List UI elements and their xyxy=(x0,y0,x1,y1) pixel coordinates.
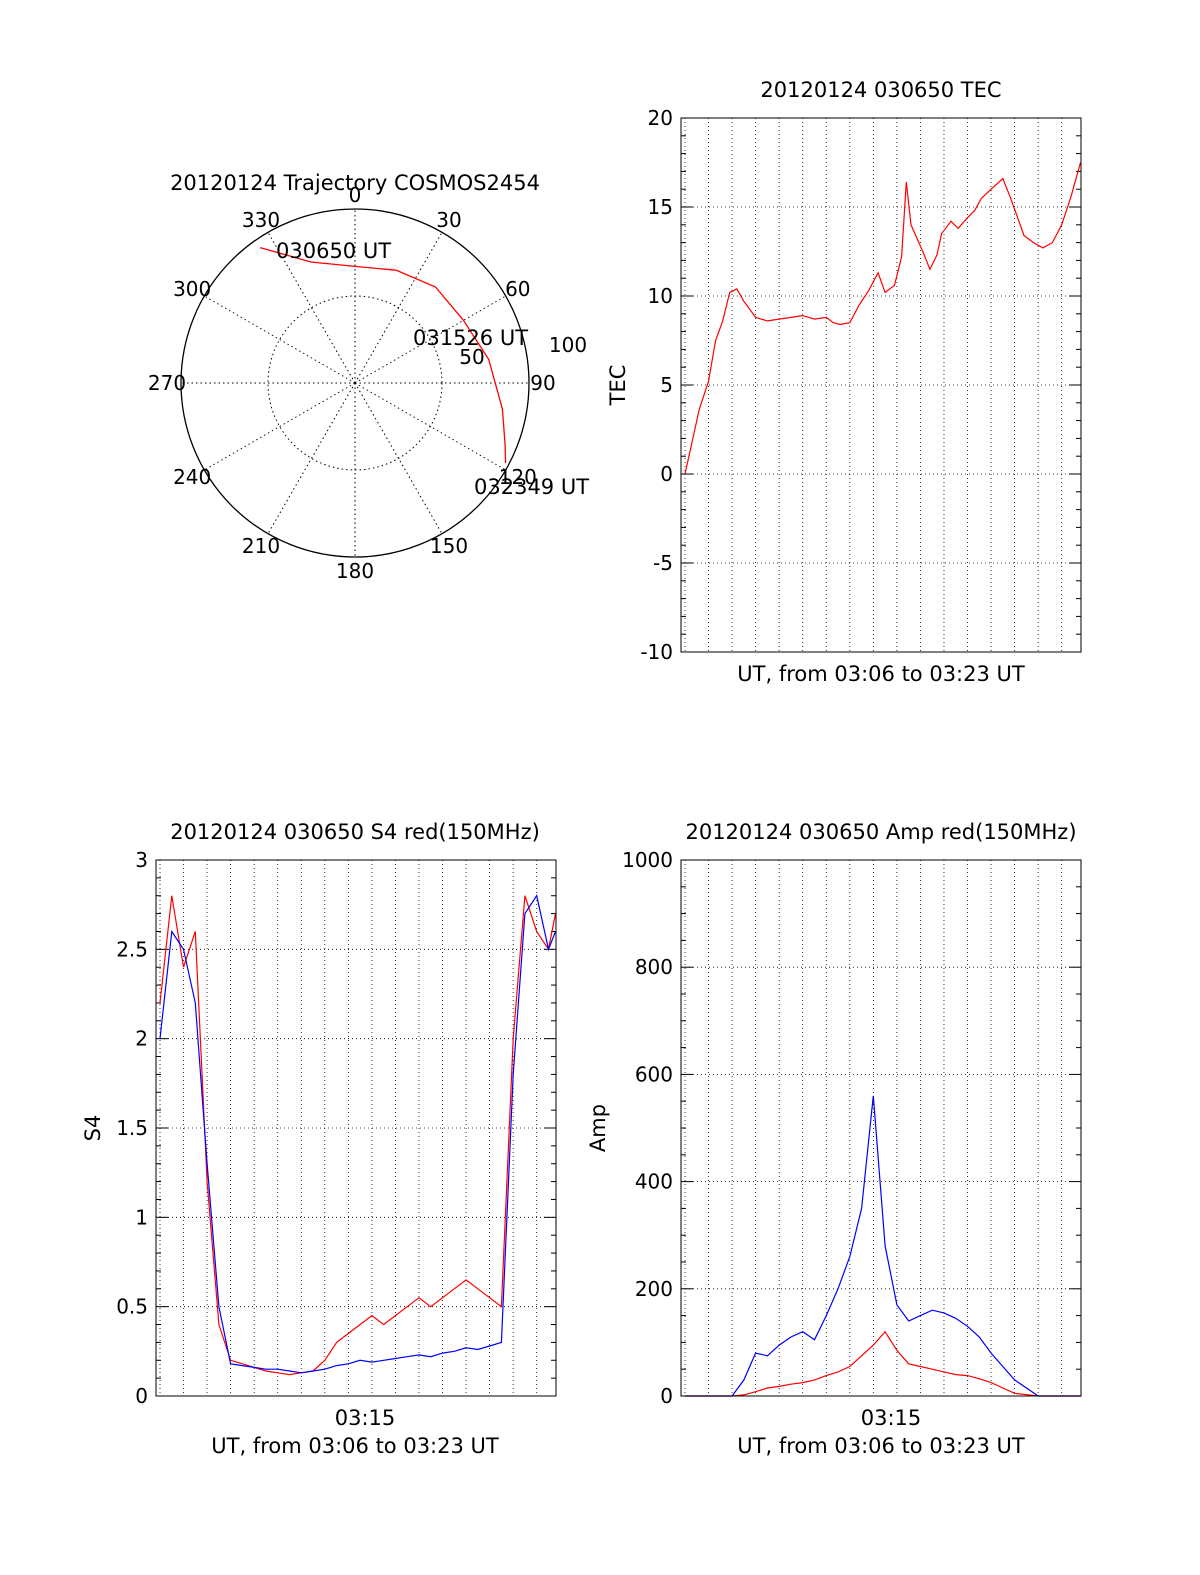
polar-azimuth-label: 30 xyxy=(436,208,461,232)
amp-plot-frame xyxy=(680,859,1082,1397)
amp-red-series xyxy=(685,1330,1081,1397)
amp-y-tick-labels: 0 200 400 600 800 1000 xyxy=(622,848,673,1408)
tec-red-series xyxy=(684,162,1082,475)
polar-azimuth-label: 120 xyxy=(499,465,537,489)
s4-plot-frame xyxy=(155,859,557,1397)
amp-blue-series xyxy=(685,1095,1081,1397)
tec-xlabel: UT, from 03:06 to 03:23 UT xyxy=(737,662,1025,686)
s4-y-tick-label: 2.5 xyxy=(116,937,148,961)
amp-y-tick-label: 800 xyxy=(635,955,673,979)
polar-spoke xyxy=(267,382,356,534)
s4-blue-series xyxy=(159,894,557,1374)
polar-trajectory-line xyxy=(260,246,507,464)
tec-plot-frame xyxy=(680,117,1082,653)
polar-spoke xyxy=(354,232,443,384)
polar-azimuth-label: 240 xyxy=(173,465,211,489)
tec-y-tick-label: -5 xyxy=(653,551,673,575)
polar-azimuth-label: 210 xyxy=(242,534,280,558)
polar-spoke xyxy=(354,382,506,471)
amp-y-tick-label: 1000 xyxy=(622,848,673,872)
tec-y-tick-label: 15 xyxy=(648,195,673,219)
amp-grid xyxy=(681,859,1081,1397)
polar-spoke xyxy=(204,295,356,384)
polar-azimuth-label: 60 xyxy=(505,277,530,301)
polar-azimuth-label: 90 xyxy=(530,371,555,395)
polar-spoke xyxy=(354,382,443,534)
tec-y-tick-labels: -10 -5 0 5 10 15 20 xyxy=(640,106,673,664)
trajectory-end-label: 032349 UT xyxy=(474,475,589,499)
polar-grid xyxy=(180,208,530,558)
amp-title: 20120124 030650 Amp red(150MHz) xyxy=(685,820,1076,844)
tec-y-tick-label: 10 xyxy=(648,284,673,308)
polar-azimuth-label: 150 xyxy=(430,534,468,558)
polar-panel: 20120124 Trajectory COSMOS2454 0 30 60 90 12… xyxy=(148,171,589,583)
polar-radial-label-50: 50 xyxy=(459,345,484,369)
s4-y-tick-labels: 0 0.5 1 1.5 2 2.5 3 xyxy=(116,848,148,1408)
s4-grid xyxy=(156,859,556,1397)
s4-y-tick-label: 0.5 xyxy=(116,1295,148,1319)
polar-radial-label-100: 100 xyxy=(549,333,587,357)
s4-y-tick-label: 0 xyxy=(135,1384,148,1408)
trajectory-mid-label: 031526 UT xyxy=(413,326,528,350)
tec-y-tick-label: 5 xyxy=(660,373,673,397)
amp-y-tick-label: 600 xyxy=(635,1062,673,1086)
polar-azimuth-label: 300 xyxy=(173,277,211,301)
polar-outer-circle xyxy=(180,208,530,558)
s4-y-tick-label: 3 xyxy=(135,848,148,872)
tec-panel: 20120124 030650 TEC -10 -5 0 5 10 15 20 TEC UT… xyxy=(606,78,1082,686)
s4-title: 20120124 030650 S4 red(150MHz) xyxy=(170,820,540,844)
tec-y-tick-label: -10 xyxy=(640,640,673,664)
amp-y-tick-label: 400 xyxy=(635,1170,673,1194)
amp-ylabel: Amp xyxy=(586,1104,610,1152)
amp-xlabel: UT, from 03:06 to 03:23 UT xyxy=(737,1434,1025,1458)
amp-xtick-label: 03:15 xyxy=(861,1406,922,1430)
s4-panel: 20120124 030650 S4 red(150MHz) 0 0.5 1 1.5 2… xyxy=(81,820,557,1458)
polar-title: 20120124 Trajectory COSMOS2454 xyxy=(170,171,540,195)
s4-xtick-label: 03:15 xyxy=(335,1406,396,1430)
amp-y-tick-label: 200 xyxy=(635,1277,673,1301)
polar-spoke xyxy=(354,295,506,384)
s4-xlabel: UT, from 03:06 to 03:23 UT xyxy=(211,1434,499,1458)
s4-ylabel: S4 xyxy=(81,1115,105,1142)
tec-y-tick-label: 0 xyxy=(660,462,673,486)
polar-spoke xyxy=(204,382,356,471)
polar-azimuth-label: 0 xyxy=(349,183,362,207)
polar-azimuth-label: 180 xyxy=(336,559,374,583)
tec-y-tick-label: 20 xyxy=(648,106,673,130)
s4-y-tick-label: 2 xyxy=(135,1027,148,1051)
s4-red-series xyxy=(159,895,557,1376)
polar-azimuth-label: 270 xyxy=(148,371,186,395)
polar-spoke xyxy=(267,232,356,384)
trajectory-start-label: 030650 UT xyxy=(276,239,391,263)
polar-azimuth-labels: 0 30 60 90 120 150 180 210 240 270 300 330 xyxy=(148,183,556,583)
amp-panel: 20120124 030650 Amp red(150MHz) 0 200 400 6… xyxy=(586,820,1082,1458)
s4-y-tick-label: 1.5 xyxy=(116,1116,148,1140)
tec-grid xyxy=(681,117,1081,653)
s4-y-tick-label: 1 xyxy=(135,1205,148,1229)
amp-y-tick-label: 0 xyxy=(660,1384,673,1408)
tec-ylabel: TEC xyxy=(606,365,630,407)
polar-azimuth-label: 330 xyxy=(242,208,280,232)
tec-title: 20120124 030650 TEC xyxy=(760,78,1001,102)
